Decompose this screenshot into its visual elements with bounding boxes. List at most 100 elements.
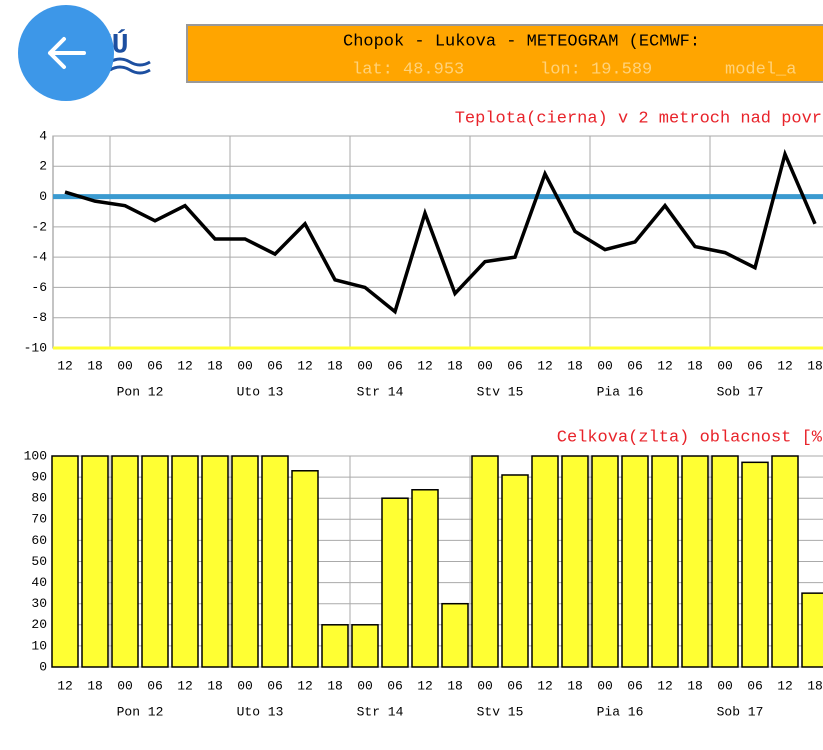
bar bbox=[201, 455, 229, 668]
y-tick-label: 60 bbox=[31, 533, 47, 548]
day-label: Uto 13 bbox=[237, 384, 284, 399]
bar bbox=[351, 624, 379, 668]
x-tick-label: 06 bbox=[387, 678, 403, 693]
day-label: Str 14 bbox=[357, 704, 404, 719]
logo-waves bbox=[109, 57, 151, 75]
bar bbox=[621, 455, 649, 668]
x-tick-label: 06 bbox=[147, 678, 163, 693]
header-lat: lat: 48.953 bbox=[352, 60, 464, 79]
x-tick-label: 00 bbox=[357, 678, 373, 693]
bar bbox=[291, 470, 319, 668]
x-tick-label: 00 bbox=[237, 358, 253, 373]
y-tick-label: 40 bbox=[31, 575, 47, 590]
y-tick-label: 80 bbox=[31, 491, 47, 506]
bar bbox=[321, 624, 349, 668]
x-tick-label: 00 bbox=[477, 358, 493, 373]
bar bbox=[81, 455, 109, 668]
y-tick-label: 70 bbox=[31, 512, 47, 527]
bar bbox=[771, 455, 799, 668]
bar bbox=[591, 455, 619, 668]
bar bbox=[651, 455, 679, 668]
day-label: Str 14 bbox=[357, 384, 404, 399]
x-tick-label: 12 bbox=[777, 358, 793, 373]
y-tick-label: 2 bbox=[39, 159, 47, 174]
header-lon: lon: 19.589 bbox=[540, 60, 652, 79]
bar bbox=[801, 592, 823, 668]
bar bbox=[231, 455, 259, 668]
y-tick-label: 100 bbox=[24, 448, 47, 463]
y-tick-label: -6 bbox=[31, 280, 47, 295]
y-tick-label: 20 bbox=[31, 617, 47, 632]
x-tick-label: 06 bbox=[147, 358, 163, 373]
bar bbox=[441, 602, 469, 668]
x-tick-label: 00 bbox=[117, 358, 133, 373]
day-label: Stv 15 bbox=[477, 384, 524, 399]
bar bbox=[261, 455, 289, 668]
x-tick-label: 12 bbox=[177, 678, 193, 693]
header-model: model_a bbox=[725, 60, 796, 79]
x-tick-label: 12 bbox=[57, 678, 73, 693]
x-tick-label: 12 bbox=[297, 678, 313, 693]
header-title: Chopok - Lukova - METEOGRAM (ECMWF: bbox=[343, 32, 700, 51]
bar bbox=[741, 461, 769, 668]
x-tick-label: 18 bbox=[447, 358, 463, 373]
x-tick-label: 06 bbox=[507, 358, 523, 373]
bar bbox=[141, 455, 169, 668]
x-tick-label: 18 bbox=[207, 358, 223, 373]
bar bbox=[411, 489, 439, 668]
bar bbox=[711, 455, 739, 668]
x-tick-label: 00 bbox=[357, 358, 373, 373]
y-tick-label: 10 bbox=[31, 638, 47, 653]
x-tick-label: 18 bbox=[807, 358, 823, 373]
x-tick-label: 18 bbox=[87, 678, 103, 693]
x-tick-label: 12 bbox=[657, 678, 673, 693]
x-tick-label: 18 bbox=[447, 678, 463, 693]
x-tick-label: 06 bbox=[267, 358, 283, 373]
x-tick-label: 18 bbox=[87, 358, 103, 373]
header-box bbox=[186, 24, 823, 83]
x-tick-label: 12 bbox=[777, 678, 793, 693]
y-tick-label: -4 bbox=[31, 250, 47, 265]
x-tick-label: 18 bbox=[687, 358, 703, 373]
y-tick-label: 30 bbox=[31, 596, 47, 611]
bar bbox=[381, 497, 409, 668]
day-label: Sob 17 bbox=[717, 384, 764, 399]
bar bbox=[171, 455, 199, 668]
x-tick-label: 12 bbox=[417, 678, 433, 693]
bar bbox=[111, 455, 139, 668]
bar bbox=[471, 455, 499, 668]
x-tick-label: 00 bbox=[477, 678, 493, 693]
x-tick-label: 12 bbox=[537, 678, 553, 693]
bar bbox=[501, 474, 529, 668]
x-tick-label: 06 bbox=[627, 678, 643, 693]
x-tick-label: 12 bbox=[177, 358, 193, 373]
chart-title: Celkova(zlta) oblacnost [% bbox=[557, 428, 823, 447]
bar bbox=[531, 455, 559, 668]
x-tick-label: 18 bbox=[567, 358, 583, 373]
x-tick-label: 00 bbox=[597, 678, 613, 693]
bar bbox=[561, 455, 589, 668]
x-tick-label: 06 bbox=[267, 678, 283, 693]
bar bbox=[51, 455, 79, 668]
x-tick-label: 00 bbox=[597, 358, 613, 373]
x-tick-label: 06 bbox=[507, 678, 523, 693]
x-tick-label: 18 bbox=[207, 678, 223, 693]
x-tick-label: 18 bbox=[327, 358, 343, 373]
day-label: Uto 13 bbox=[237, 704, 284, 719]
x-tick-label: 06 bbox=[747, 678, 763, 693]
x-tick-label: 00 bbox=[717, 678, 733, 693]
bar bbox=[681, 455, 709, 668]
y-tick-label: -8 bbox=[31, 310, 47, 325]
y-tick-label: -2 bbox=[31, 219, 47, 234]
y-tick-label: 50 bbox=[31, 554, 47, 569]
back-arrow bbox=[48, 37, 86, 69]
temperature-line bbox=[64, 148, 817, 315]
plot-area bbox=[52, 135, 823, 349]
x-tick-label: 12 bbox=[297, 358, 313, 373]
day-label: Pon 12 bbox=[117, 384, 164, 399]
x-tick-label: 12 bbox=[657, 358, 673, 373]
x-tick-label: 06 bbox=[387, 358, 403, 373]
x-tick-label: 00 bbox=[237, 678, 253, 693]
